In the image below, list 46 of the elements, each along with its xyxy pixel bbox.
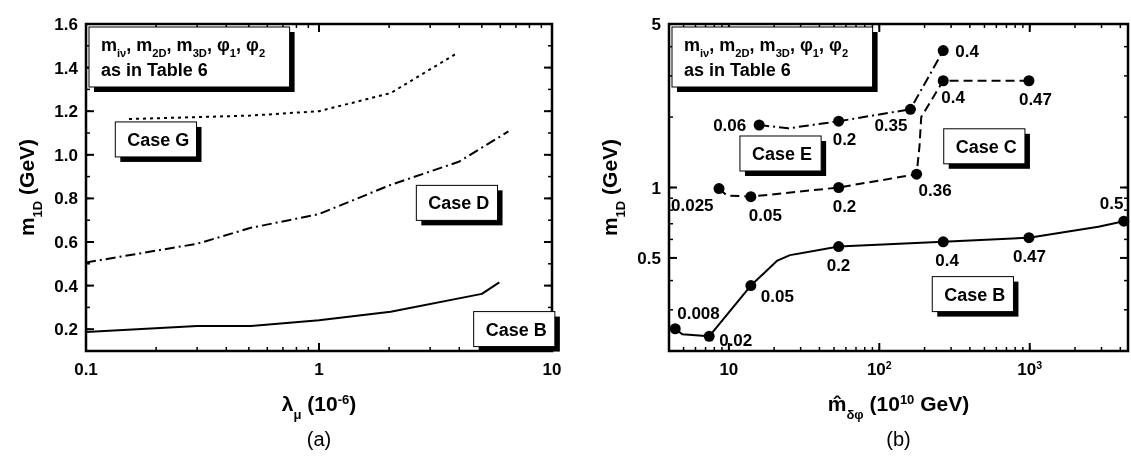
text: Case B	[944, 284, 1006, 305]
annotation: 0.47	[1018, 89, 1053, 109]
y-tick-label: 0.5	[637, 248, 661, 268]
annotation: 0.4	[955, 41, 980, 61]
annotation: 0.36	[918, 181, 952, 201]
annotation: 0.06	[713, 116, 747, 135]
x-tick-label: 0.1	[74, 360, 98, 379]
y-tick-label: 0.6	[54, 233, 78, 252]
annotation: 0.025	[671, 195, 714, 215]
annotation: 0.05	[748, 205, 782, 225]
x-axis-title: m̂$_{δφ}$ (10$^{10}$ GeV)	[827, 391, 970, 422]
x-axis-title: λ$_{μ}$ (10$^{-6}$)	[281, 391, 357, 422]
annotation: 0.2	[832, 196, 857, 216]
series-label: Case G	[127, 129, 190, 150]
y-tick-label: 5	[651, 15, 661, 34]
x-tick-label: 10$^{2}$	[866, 359, 892, 379]
annotation: 0.2	[826, 255, 851, 275]
x-tick-label: 10	[542, 360, 562, 379]
series-label: Case D	[428, 193, 490, 214]
y-tick-label: 1.2	[54, 102, 78, 122]
series-label: Case E	[751, 143, 812, 164]
annotation: 0.4	[935, 250, 960, 270]
annotation: 0.008	[677, 303, 720, 323]
annotation: 0.47	[1012, 246, 1047, 266]
x-tick-label: 10$^{3}$	[1017, 359, 1043, 379]
text: m$_{iν}$, m$_{2D}$, m$_{3D}$, φ$_{1}$, φ$_{2}$ as in Table 6	[101, 35, 266, 80]
y-tick-label: 0.8	[54, 189, 78, 209]
text: (b)	[886, 428, 911, 450]
text: (a)	[306, 428, 332, 450]
y-tick-label: 0.2	[54, 320, 78, 340]
y-tick-label: 0.4	[54, 276, 79, 296]
annotation: 0.4	[941, 87, 966, 107]
annotation: 0.5	[1099, 194, 1124, 214]
series-label: Case C	[955, 136, 1017, 157]
x-tick-label: 10	[719, 360, 739, 379]
x-tick-label: 1	[314, 360, 324, 379]
legend-label: Case B	[485, 319, 547, 340]
y-tick-label: 1	[651, 178, 661, 198]
annotation: 0.35	[874, 116, 908, 136]
annotation: 0.2	[832, 130, 857, 150]
y-tick-label: 1.6	[54, 15, 78, 34]
text: m$_{iν}$, m$_{2D}$, m$_{3D}$, φ$_{1}$, φ$_{2}$ as in Table 6	[684, 35, 849, 80]
annotation: 0.02	[719, 331, 753, 351]
y-tick-label: 1.4	[54, 58, 79, 78]
annotation: 0.05	[760, 286, 794, 306]
y-tick-label: 1.0	[54, 145, 78, 165]
